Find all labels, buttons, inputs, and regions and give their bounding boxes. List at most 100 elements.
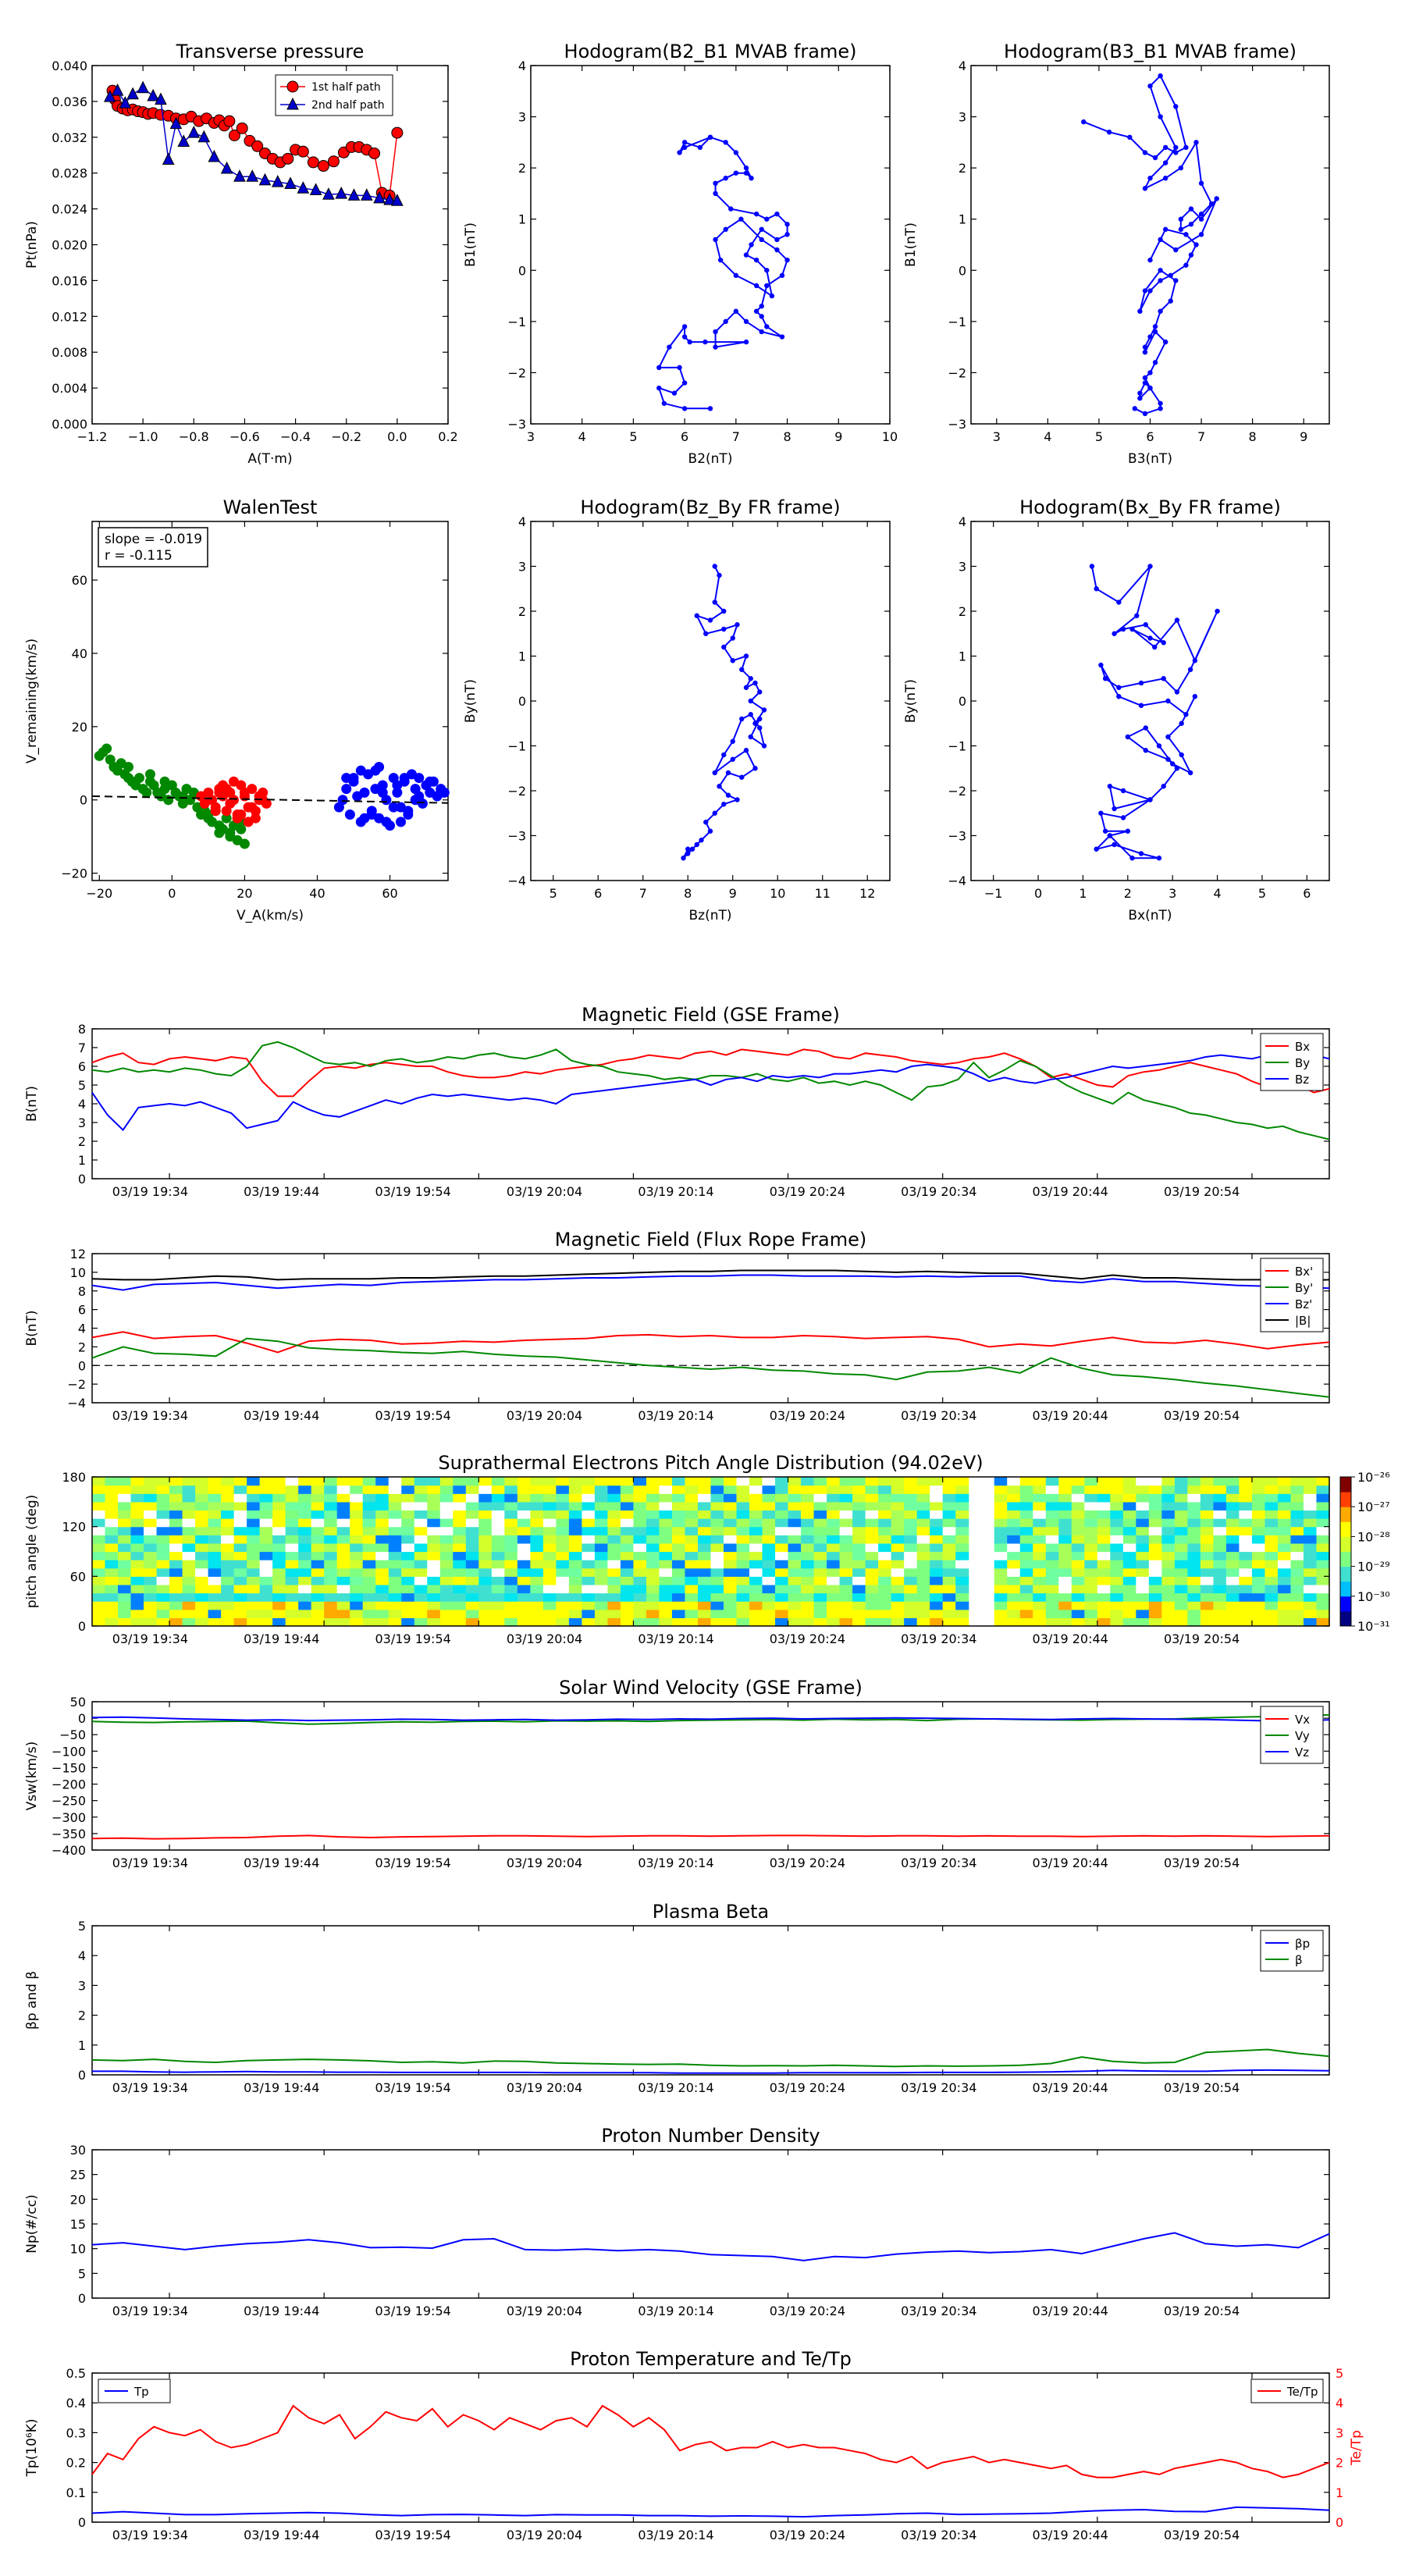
heatmap-cell xyxy=(1290,1526,1304,1535)
heatmap-cell xyxy=(788,1493,802,1503)
time-tick-label: 03/19 19:54 xyxy=(375,1856,451,1870)
data-point xyxy=(410,795,421,806)
heatmap-cell xyxy=(1007,1510,1021,1519)
heatmap-cell xyxy=(620,1567,635,1577)
heatmap-cell xyxy=(1045,1584,1059,1594)
colorbar-segment xyxy=(1340,1596,1351,1612)
series-line-β xyxy=(91,2048,1330,2068)
heatmap-cell xyxy=(1213,1592,1227,1602)
data-point xyxy=(1129,626,1135,632)
heatmap-cell xyxy=(1122,1477,1136,1486)
data-point xyxy=(1106,130,1112,135)
heatmap-cell xyxy=(221,1617,235,1627)
heatmap-cell xyxy=(453,1551,467,1560)
y-tick-label: 10 xyxy=(70,1265,86,1280)
heatmap-cell xyxy=(955,1584,969,1594)
heatmap-cell xyxy=(324,1510,338,1519)
heatmap-cell xyxy=(401,1542,415,1553)
x-tick-label: 11 xyxy=(815,886,831,901)
heatmap-cell xyxy=(1187,1485,1201,1494)
heatmap-cell xyxy=(169,1601,183,1610)
heatmap-cell xyxy=(169,1485,183,1494)
heatmap-cell xyxy=(556,1601,570,1610)
heatmap-cell xyxy=(955,1617,969,1627)
heatmap-cell xyxy=(453,1592,467,1602)
data-point xyxy=(764,216,770,222)
heatmap-cell xyxy=(105,1501,119,1511)
heatmap-cell xyxy=(259,1501,273,1511)
time-tick-label: 03/19 20:44 xyxy=(1033,1184,1108,1199)
heatmap-cell xyxy=(311,1560,325,1569)
heatmap-cell xyxy=(285,1535,299,1544)
data-point xyxy=(1116,685,1122,690)
heatmap-cell xyxy=(221,1576,235,1585)
data-point xyxy=(1183,262,1189,268)
heatmap-cell xyxy=(1007,1501,1021,1511)
chart-tp: 00.10.20.30.40.503/19 19:34 03/19 19:44 03… xyxy=(24,2348,1364,2542)
heatmap-cell xyxy=(388,1485,402,1494)
data-point xyxy=(347,188,361,201)
heatmap-cell xyxy=(388,1592,402,1602)
heatmap-cell xyxy=(1161,1601,1176,1610)
heatmap-cell xyxy=(388,1535,402,1544)
heatmap-cell xyxy=(1251,1518,1266,1528)
y-tick-label: −250 xyxy=(52,1794,86,1809)
heatmap-cell xyxy=(208,1551,222,1560)
heatmap-cell xyxy=(130,1542,144,1553)
heatmap-cell xyxy=(144,1493,158,1503)
heatmap-cell xyxy=(92,1551,106,1560)
heatmap-cell xyxy=(904,1477,918,1486)
data-point xyxy=(101,743,112,754)
x-tick-label: −0.6 xyxy=(229,429,260,444)
heatmap-cell xyxy=(1071,1501,1085,1511)
heatmap-cell xyxy=(710,1609,724,1618)
heatmap-cell xyxy=(839,1542,853,1553)
heatmap-cell xyxy=(1303,1477,1318,1486)
heatmap-cell xyxy=(208,1567,222,1577)
data-point xyxy=(1112,841,1117,848)
heatmap-cell xyxy=(582,1477,596,1486)
data-point xyxy=(774,247,780,253)
heatmap-cell xyxy=(1084,1560,1098,1569)
heatmap-cell xyxy=(710,1542,724,1553)
heatmap-cell xyxy=(401,1493,415,1503)
heatmap-cell xyxy=(517,1493,531,1503)
heatmap-cell xyxy=(144,1535,158,1544)
heatmap-cell xyxy=(607,1584,621,1594)
time-tick-label: 03/19 20:34 xyxy=(901,2080,976,2095)
heatmap-cell xyxy=(221,1526,235,1535)
heatmap-cell xyxy=(1277,1551,1292,1560)
heatmap-cell xyxy=(1303,1567,1318,1577)
heatmap-cell xyxy=(891,1601,905,1610)
data-point xyxy=(137,80,149,94)
heatmap-cell xyxy=(865,1510,879,1519)
heatmap-cell xyxy=(375,1485,389,1494)
heatmap-cell xyxy=(1316,1510,1330,1519)
heatmap-cell xyxy=(1045,1493,1059,1503)
heatmap-cell xyxy=(685,1576,699,1585)
heatmap-cell xyxy=(801,1510,815,1519)
heatmap-cell xyxy=(285,1551,299,1560)
heatmap-cell xyxy=(556,1567,570,1577)
heatmap-cell xyxy=(607,1477,621,1486)
heatmap-cell xyxy=(1148,1601,1162,1610)
data-point xyxy=(1173,144,1179,151)
heatmap-cell xyxy=(1174,1510,1188,1519)
heatmap-cell xyxy=(904,1501,918,1511)
heatmap-cell xyxy=(542,1526,557,1535)
heatmap-cell xyxy=(671,1601,686,1610)
heatmap-cell xyxy=(594,1601,609,1610)
heatmap-cell xyxy=(542,1501,557,1511)
heatmap-cell xyxy=(1239,1609,1253,1618)
heatmap-cell xyxy=(788,1560,802,1569)
heatmap-cell xyxy=(491,1609,505,1618)
heatmap-cell xyxy=(1071,1560,1085,1569)
heatmap-cell xyxy=(1161,1592,1176,1602)
heatmap-cell xyxy=(891,1485,905,1494)
heatmap-cell xyxy=(916,1493,930,1503)
heatmap-cell xyxy=(568,1501,582,1511)
heatmap-cell xyxy=(1122,1493,1136,1503)
heatmap-cell xyxy=(749,1542,763,1553)
heatmap-cell xyxy=(582,1584,596,1594)
heatmap-cell xyxy=(375,1510,389,1519)
